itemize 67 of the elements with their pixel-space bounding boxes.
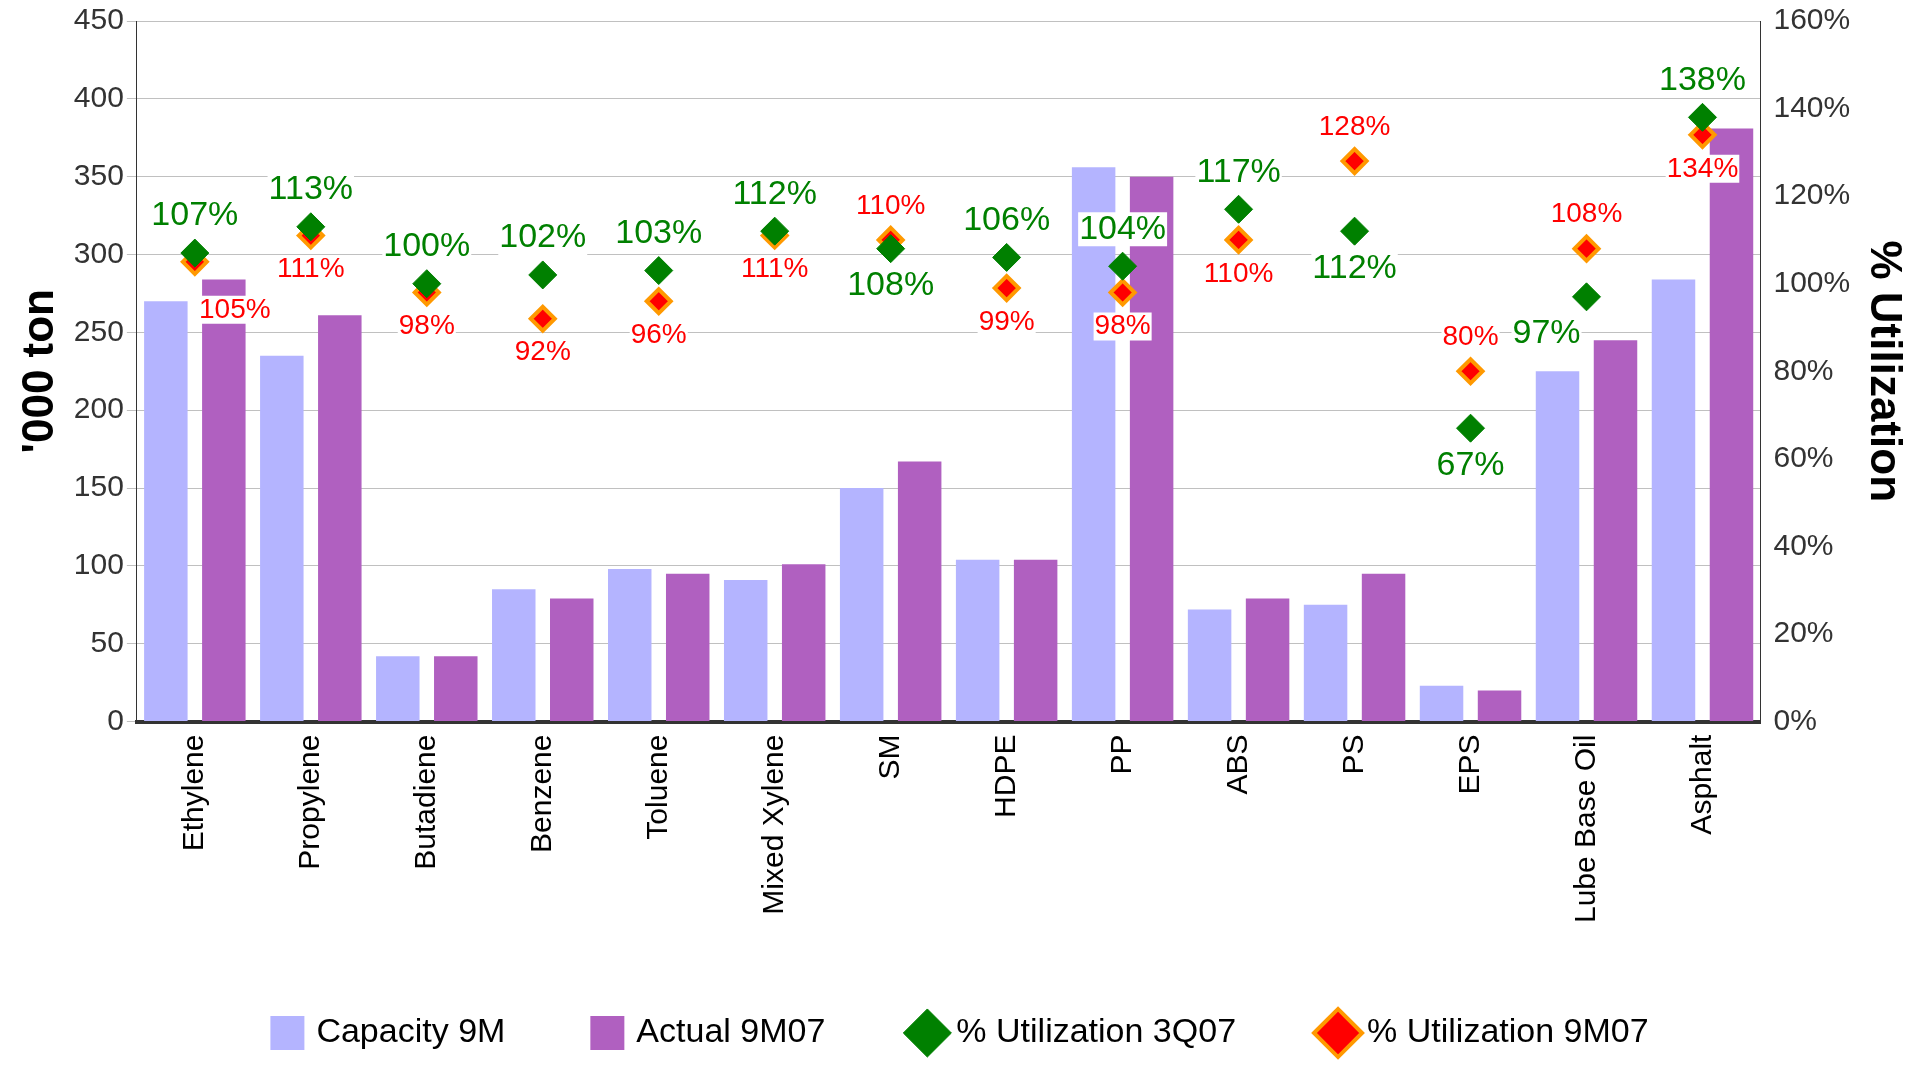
y2-tick-label: 100% <box>1773 264 1851 298</box>
x-tick-label: Mixed Xylene <box>755 734 789 915</box>
y-tick-label: 0 <box>107 702 124 736</box>
data-label: 134% <box>1666 151 1739 183</box>
data-label: 104% <box>1079 207 1167 246</box>
data-label: 111% <box>740 252 809 284</box>
y-tick-label: 400 <box>73 80 124 114</box>
x-tick-label: Benzene <box>524 734 558 853</box>
legend-label: Capacity 9M <box>316 1011 506 1050</box>
data-label: 98% <box>1094 309 1151 341</box>
y-tick-label: 50 <box>90 624 124 658</box>
legend-label: % Utilization 9M07 <box>1367 1011 1649 1050</box>
x-tick-label: EPS <box>1451 734 1485 795</box>
data-label: 108% <box>847 264 935 303</box>
y-tick-label: 150 <box>73 469 124 503</box>
data-label: 113% <box>268 168 354 207</box>
y-tick-label: 200 <box>73 391 124 425</box>
y-tick-label: 100 <box>73 547 124 581</box>
data-label: 96% <box>630 317 687 349</box>
data-label: 117% <box>1196 150 1281 189</box>
data-label: 105% <box>199 292 271 324</box>
legend-label: % Utilization 3Q07 <box>956 1011 1237 1050</box>
data-label: 110% <box>1203 256 1274 288</box>
data-label: 80% <box>1442 319 1499 351</box>
x-tick-label: SM <box>871 734 905 780</box>
y2-tick-label: 160% <box>1773 2 1851 36</box>
data-label: 67% <box>1436 443 1505 482</box>
x-tick-label: HDPE <box>987 734 1021 818</box>
data-label: 112% <box>1312 246 1397 285</box>
data-label: 111% <box>277 252 345 284</box>
x-tick-label: ABS <box>1219 734 1253 795</box>
y2-tick-label: 20% <box>1773 615 1834 649</box>
data-label: 99% <box>978 304 1035 336</box>
y-tick-label: 350 <box>73 157 124 191</box>
y-tick-label: 300 <box>73 235 124 269</box>
data-label: 138% <box>1659 58 1746 97</box>
y2-tick-label: 140% <box>1773 89 1851 123</box>
x-tick-label: PP <box>1103 734 1137 775</box>
x-tick-label: Asphalt <box>1683 733 1717 835</box>
data-label: 108% <box>1550 197 1623 229</box>
x-tick-label: Propylene <box>292 734 326 870</box>
y-axis-title: '000 ton <box>12 289 62 454</box>
data-label: 110% <box>855 188 926 220</box>
data-label: 106% <box>963 198 1051 237</box>
data-label: 107% <box>151 194 239 233</box>
legend-label: Actual 9M07 <box>636 1011 826 1050</box>
x-tick-label: Lube Base Oil <box>1567 734 1601 923</box>
data-label: 102% <box>499 216 587 255</box>
data-label: 112% <box>732 172 817 211</box>
data-label: 128% <box>1318 109 1391 141</box>
x-tick-label: Ethylene <box>176 734 210 852</box>
y-tick-label: 250 <box>73 313 124 347</box>
data-label: 100% <box>383 225 471 264</box>
y-tick-label: 450 <box>73 2 124 36</box>
data-label: 97% <box>1512 312 1581 351</box>
data-label: 92% <box>514 335 571 367</box>
x-tick-label: Butadiene <box>408 734 442 870</box>
y2-tick-label: 40% <box>1773 527 1834 561</box>
y2-tick-label: 60% <box>1773 440 1834 474</box>
y2-tick-label: 0% <box>1773 702 1817 736</box>
data-label: 103% <box>615 211 703 250</box>
x-tick-label: Toluene <box>640 734 673 840</box>
y2-tick-label: 80% <box>1773 352 1834 386</box>
x-tick-label: PS <box>1335 734 1369 775</box>
y2-axis-title: % Utilization <box>1862 240 1912 503</box>
y2-tick-label: 120% <box>1773 177 1851 211</box>
data-label: 98% <box>398 309 455 341</box>
